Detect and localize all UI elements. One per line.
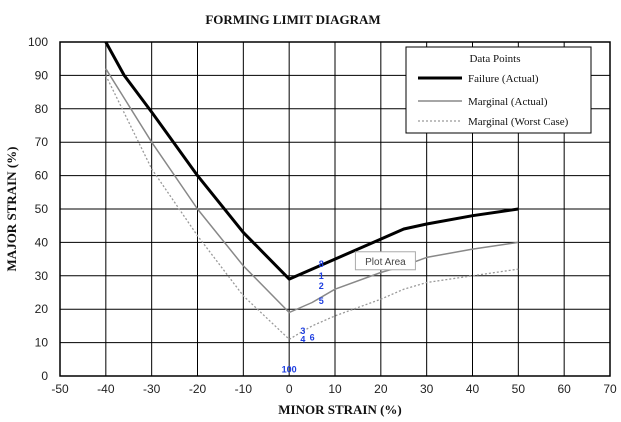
legend-entry-marginal: Marginal (Actual) [468,96,548,108]
data-point-label: 6 [310,333,315,343]
series-line-2 [105,75,519,340]
chart-title: FORMING LIMIT DIAGRAM [205,12,380,27]
x-axis-ticks: -50 -40 -30 -20 -10 0 10 20 30 40 50 60 70 [51,382,617,396]
tooltip-text: Plot Area [365,257,406,268]
plot-area[interactable] [59,41,611,377]
data-point-label: 8 [319,259,324,269]
legend-entry-worst-case: Marginal (Worst Case) [468,116,569,128]
x-tick-label: 30 [420,382,434,396]
x-tick-label: -40 [97,382,115,396]
y-tick-label: 10 [35,336,49,350]
y-tick-label: 0 [41,369,48,383]
plot-area-tooltip: Plot Area [354,251,416,271]
x-tick-label: -30 [143,382,161,396]
y-tick-label: 30 [35,269,49,283]
x-tick-label: -20 [189,382,207,396]
x-axis-label: MINOR STRAIN (%) [278,402,402,417]
point-labels: 8 12 5 34 6 100 [282,259,324,374]
legend[interactable]: Data Points Failure (Actual) Marginal (A… [405,46,592,134]
x-tick-label: 60 [557,382,571,396]
data-point-label: 100 [282,364,297,374]
data-point-label: 5 [319,296,324,306]
legend-entry-failure: Failure (Actual) [468,73,539,85]
y-axis-label: MAJOR STRAIN (%) [4,147,19,272]
data-point-label: 3 [300,326,305,336]
y-tick-label: 60 [35,169,49,183]
x-tick-label: -10 [235,382,253,396]
legend-box [405,46,592,134]
y-axis-ticks: 0 10 20 30 40 50 60 70 80 90 100 [28,35,48,383]
y-tick-label: 100 [28,35,48,49]
x-tick-label: 40 [466,382,480,396]
data-point-label: 1 [319,271,324,281]
data-point-label: 2 [319,281,324,291]
series-line-1 [105,68,519,314]
x-tick-label: 70 [603,382,617,396]
data-point-label: 4 [300,334,305,344]
y-tick-label: 90 [35,68,49,82]
y-tick-label: 80 [35,102,49,116]
y-tick-label: 50 [35,202,49,216]
tooltip-box [354,251,416,271]
x-tick-label: 10 [328,382,342,396]
x-tick-label: 20 [374,382,388,396]
x-tick-label: 50 [512,382,526,396]
y-tick-label: 40 [35,235,49,249]
x-tick-label: 0 [286,382,293,396]
y-tick-label: 70 [35,135,49,149]
series-lines [104,41,519,340]
legend-title: Data Points [469,53,520,65]
y-tick-label: 20 [35,302,49,316]
x-tick-label: -50 [51,382,69,396]
series-line-0 [104,41,519,281]
